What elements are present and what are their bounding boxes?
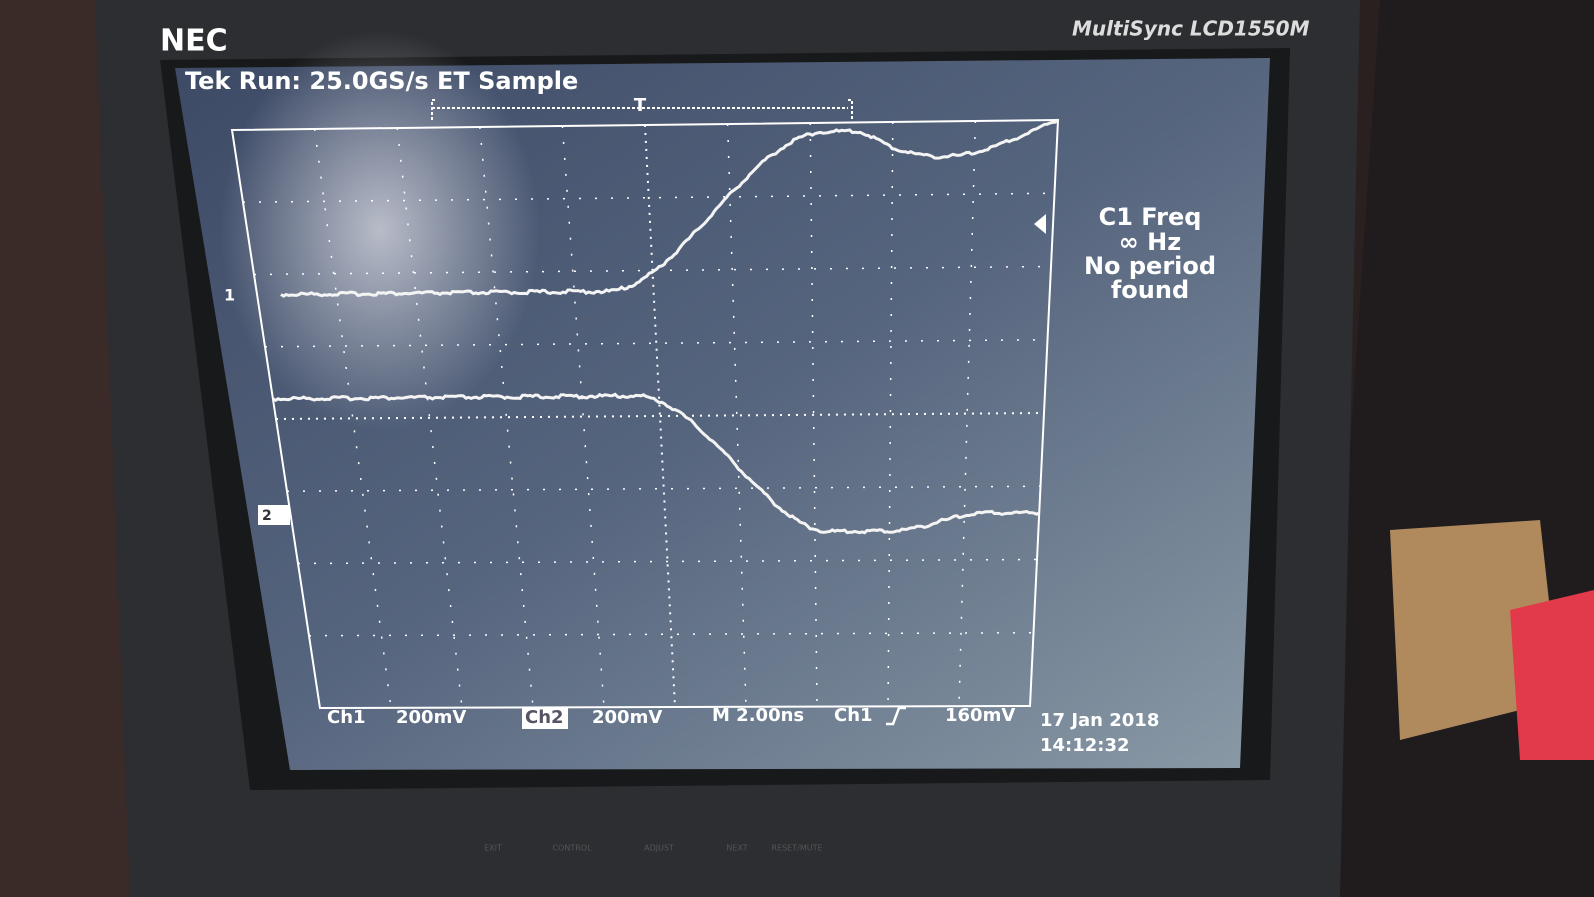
button-label: CONTROL — [552, 844, 592, 853]
button-label: RESET/MUTE — [771, 844, 822, 853]
grid-line — [313, 128, 392, 708]
time: 14:12:32 — [1040, 735, 1130, 756]
trigger-slope — [886, 706, 906, 726]
scope-header: Tek Run: 25.0GS/s ET Sample — [185, 67, 578, 95]
trigger-source: Ch1 — [834, 705, 873, 726]
grid-line — [726, 123, 747, 707]
grid-line — [809, 122, 818, 707]
ch2-marker-box — [258, 505, 290, 525]
timebase: M 2.00ns — [712, 705, 804, 726]
button-label: NEXT — [726, 844, 747, 853]
trigger-level-arrow — [1034, 214, 1046, 234]
graticule-border — [230, 118, 1060, 710]
center-axis — [275, 412, 1045, 420]
date: 17 Jan 2018 — [1040, 710, 1159, 731]
ch2-scale: 200mV — [592, 707, 662, 728]
meas-line: No period — [1084, 252, 1216, 280]
record-bar — [431, 99, 853, 120]
trigger-level: 160mV — [945, 705, 1015, 726]
ch2-label-box — [522, 707, 568, 729]
meas-line: found — [1111, 276, 1189, 304]
center-axis — [644, 124, 676, 708]
wall — [0, 0, 130, 897]
grid-line — [479, 126, 534, 708]
graticule — [230, 118, 1060, 710]
ch1-label: Ch1 — [327, 707, 366, 728]
ch2-label: Ch2 — [525, 707, 564, 728]
grid-line — [887, 121, 894, 707]
meas-line: C1 Freq — [1099, 203, 1202, 231]
model: MultiSync LCD1550M — [1072, 17, 1310, 41]
ch2-marker: 2 — [262, 508, 272, 524]
ch2-waveform — [272, 392, 1040, 535]
ch1-scale: 200mV — [396, 707, 466, 728]
ch1-waveform — [280, 118, 1059, 298]
foam — [1510, 590, 1594, 760]
button-labels: EXIT CONTROL ADJUST NEXT RESET/MUTE — [484, 844, 822, 853]
meas-line: ∞ Hz — [1119, 228, 1181, 256]
brand: NEC — [160, 24, 228, 59]
trigger-marker: T — [634, 95, 647, 116]
button-label: ADJUST — [644, 844, 674, 853]
ch1-marker: 1 — [224, 286, 235, 305]
button-label: EXIT — [484, 844, 502, 853]
grid-line — [396, 127, 463, 708]
grid-line — [297, 558, 1038, 565]
grid-line — [958, 120, 977, 707]
grid-line — [561, 125, 605, 708]
